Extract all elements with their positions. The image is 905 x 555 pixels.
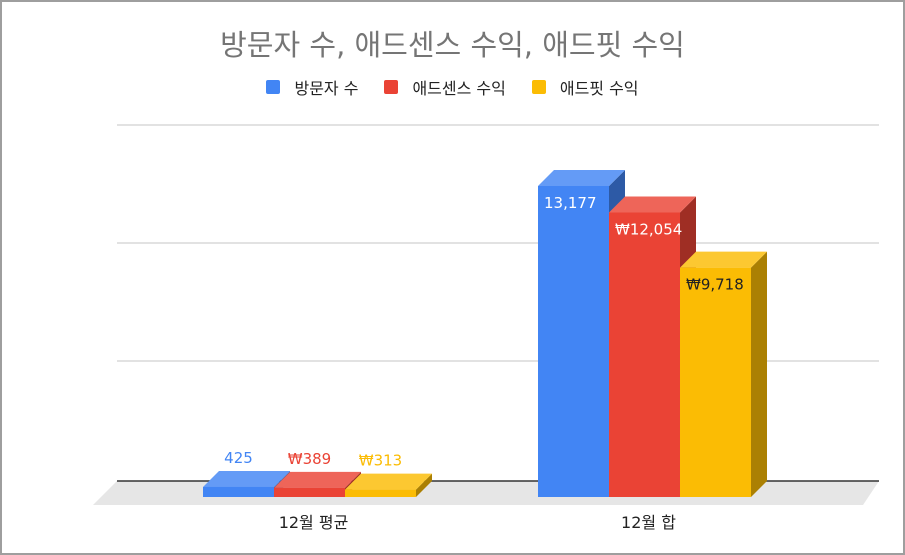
data-label-1-0: ₩389: [288, 450, 331, 468]
bar-0-0: [203, 486, 274, 497]
bar-top-0-1: [538, 170, 625, 186]
bar-top-2-0: [345, 473, 432, 490]
legend-label-adsense: 애드센스 수익: [412, 79, 506, 98]
data-label-2-0: ₩313: [359, 452, 402, 470]
bar-2-0: [345, 489, 416, 497]
bar-1-1: [609, 212, 680, 497]
bar-2-1: [680, 267, 751, 497]
category-label-0: 12월 평균: [279, 513, 349, 532]
legend-swatch-visitors: [266, 80, 281, 94]
data-label-2-1: ₩9,718: [686, 276, 744, 294]
bar-top-1-1: [609, 196, 696, 213]
bar-0-1: [538, 186, 609, 497]
chart-title: 방문자 수, 애드센스 수익, 애드핏 수익: [220, 28, 685, 62]
legend-label-visitors: 방문자 수: [294, 79, 359, 98]
category-label-1: 12월 합: [621, 513, 676, 532]
data-label-0-1: 13,177: [544, 194, 597, 212]
legend-label-adfit: 애드핏 수익: [559, 79, 639, 98]
legend-item-visitors: 방문자 수: [266, 75, 358, 99]
data-label-1-1: ₩12,054: [615, 221, 682, 239]
legend-swatch-adfit: [531, 80, 546, 94]
bar-side-2-1: [751, 251, 767, 497]
bar-top-0-0: [203, 470, 290, 487]
legend-item-adfit: 애드핏 수익: [531, 75, 639, 99]
bar-top-2-1: [680, 251, 767, 268]
legend-swatch-adsense: [384, 80, 399, 94]
bar-top-1-0: [274, 471, 361, 488]
chart-legend: 방문자 수 애드센스 수익 애드핏 수익: [0, 75, 905, 99]
legend-item-adsense: 애드센스 수익: [384, 75, 506, 99]
bar-side-2-0: [416, 473, 432, 497]
bar-1-0: [274, 487, 345, 497]
data-label-0-0: 425: [224, 449, 253, 467]
